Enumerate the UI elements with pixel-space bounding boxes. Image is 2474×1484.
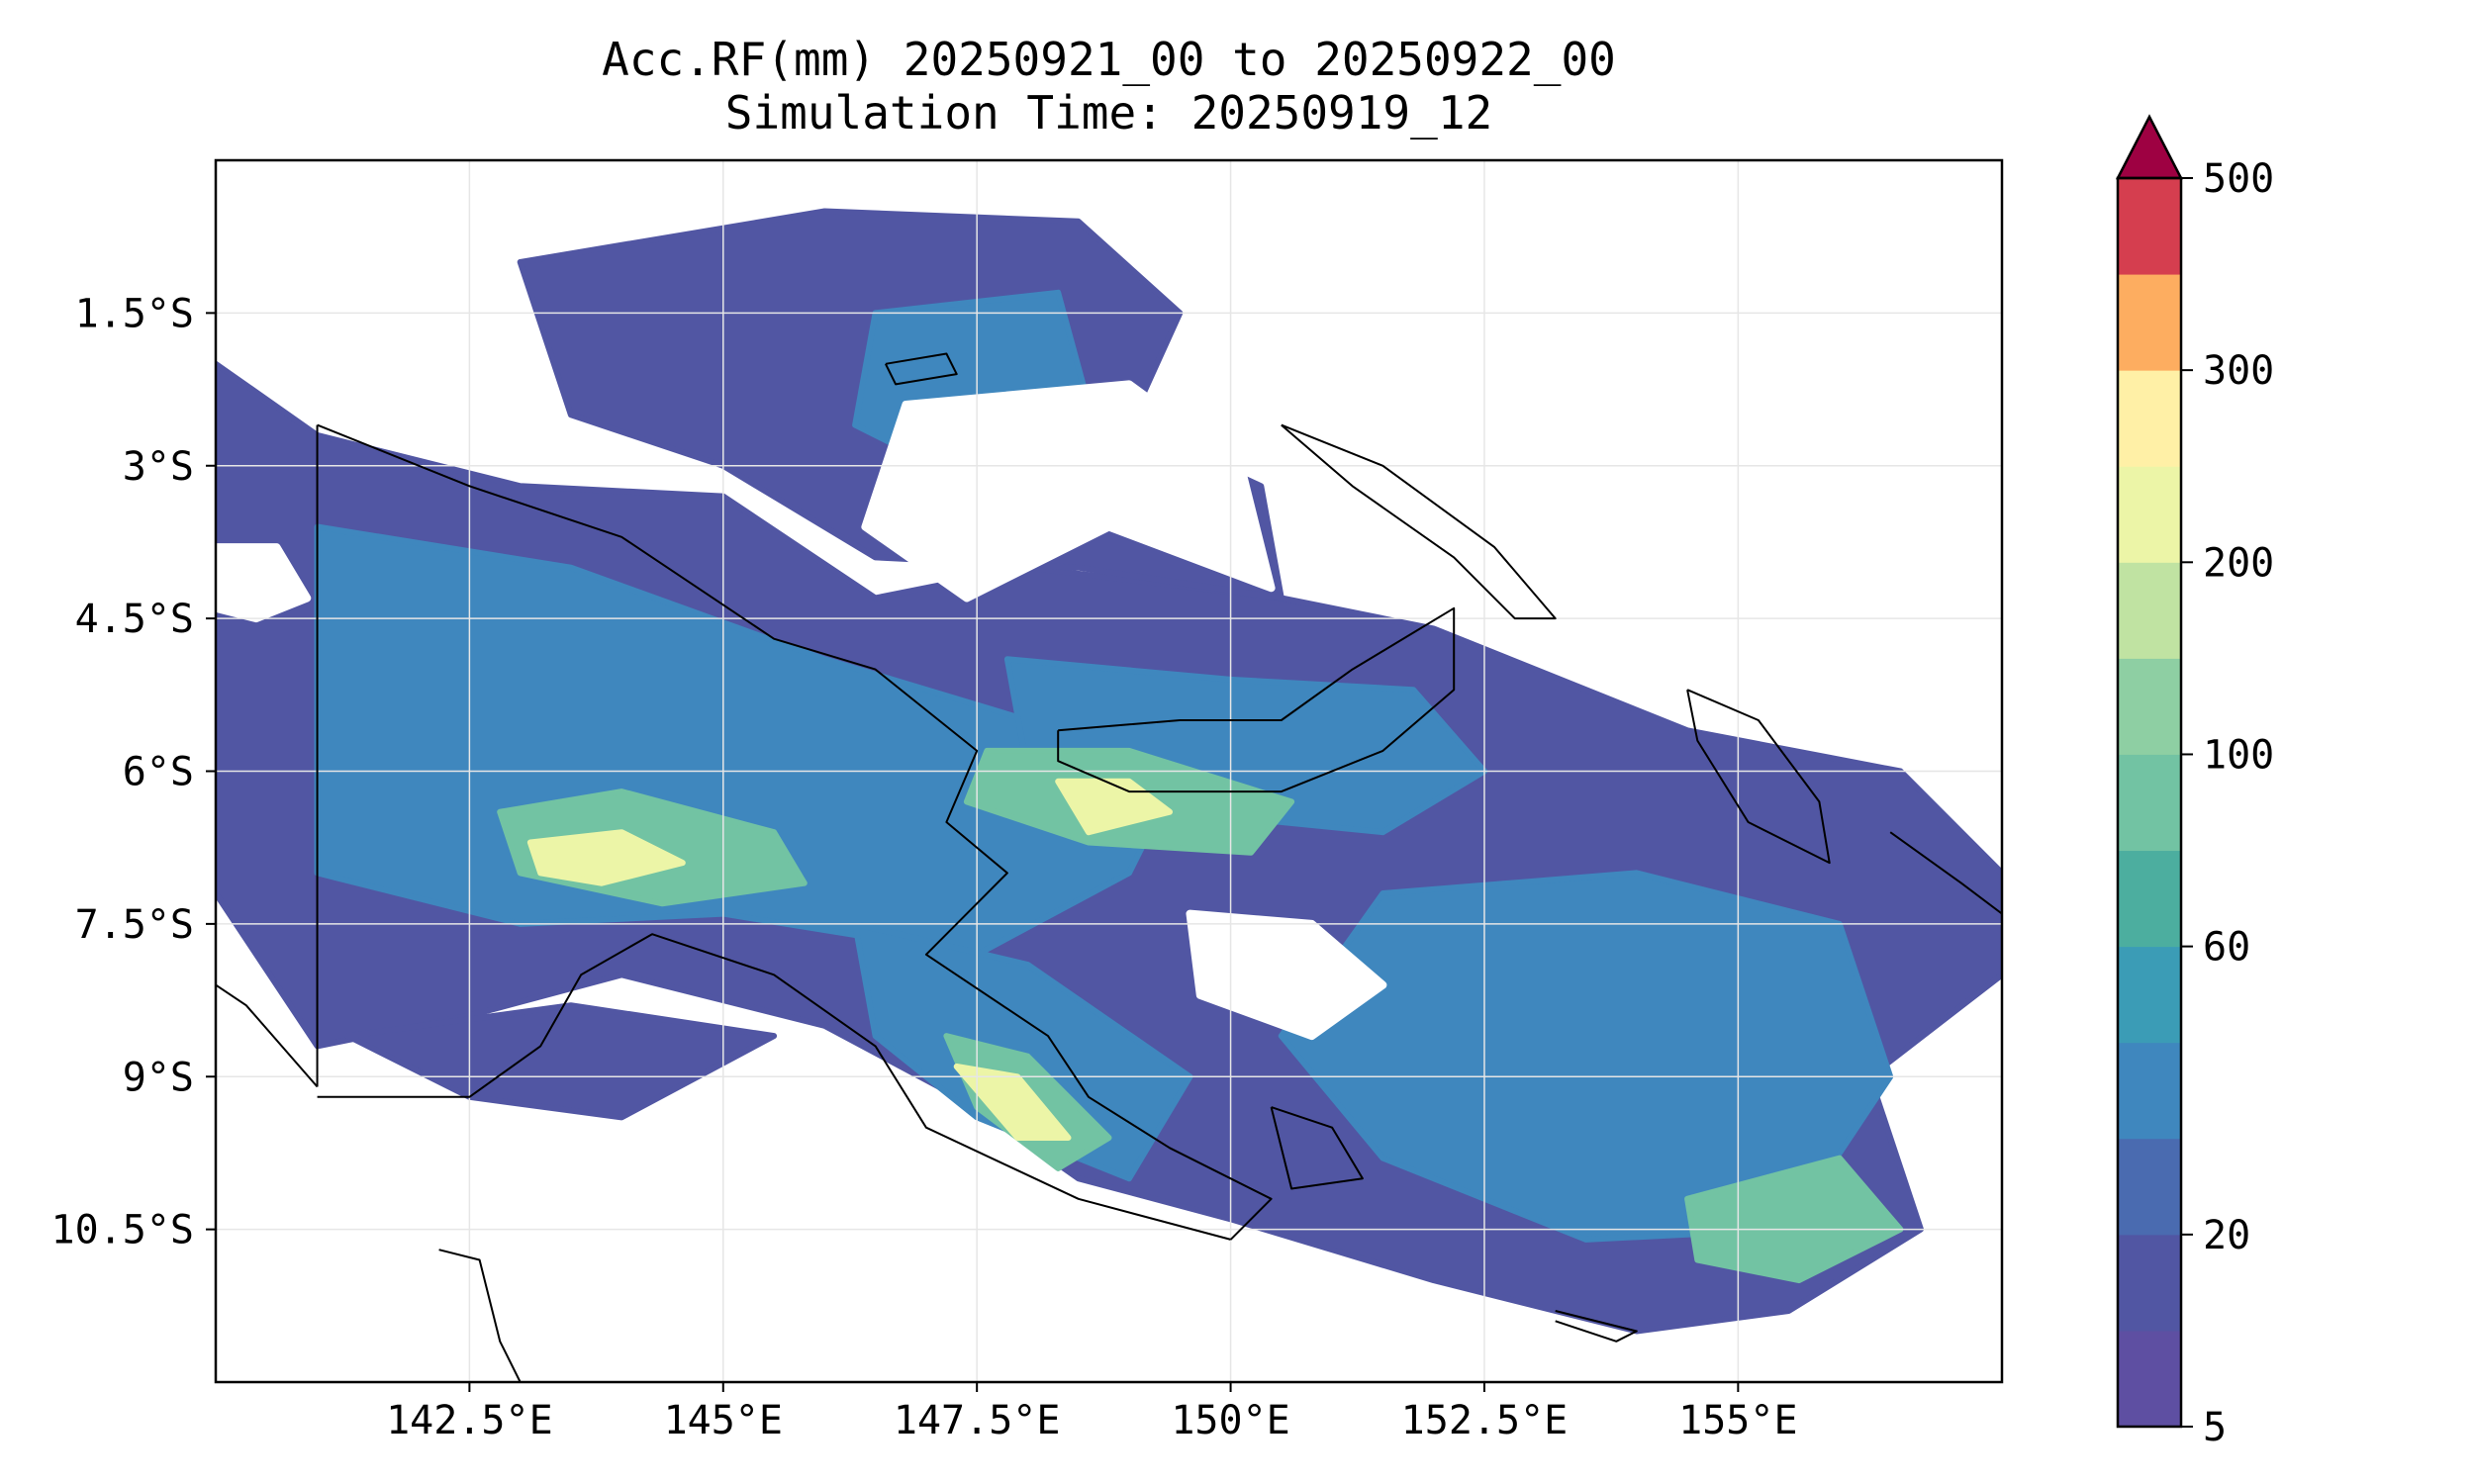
coastline-new-guinea-north-coast — [317, 423, 1273, 1241]
colorbar-segment — [2118, 658, 2181, 755]
colorbar-tick-label: 5 — [2203, 1405, 2227, 1450]
coastline-cape-york — [438, 1249, 522, 1382]
lat-tick-label: 6°S — [123, 750, 194, 795]
rain-region-highlands-max — [526, 829, 686, 886]
colorbar-segment — [2118, 1234, 2181, 1332]
rain-region-owen-stanley-max — [953, 1064, 1072, 1141]
lon-tick-label: 155°E — [1678, 1398, 1797, 1443]
lon-tick-label: 150°E — [1171, 1398, 1289, 1443]
colorbar-segment — [2118, 1330, 2181, 1428]
colorbar-segment — [2118, 946, 2181, 1044]
coastline-new-guinea-south-coast — [317, 933, 1231, 1241]
colorbar-tick-label: 500 — [2203, 156, 2274, 202]
coastline-west-papua-south-coast — [216, 983, 319, 1088]
lat-tick-label: 4.5°S — [75, 597, 194, 642]
colorbar-segment — [2118, 562, 2181, 659]
rain-region-owen-stanley-core — [852, 920, 1193, 1182]
lat-tick-label: 1.5°S — [75, 291, 194, 336]
colorbar-tick-label: 60 — [2203, 925, 2250, 971]
coastlines — [216, 352, 2002, 1382]
coastline-manus — [885, 352, 958, 386]
colorbar-tick-label: 100 — [2203, 732, 2274, 778]
colorbar-segment — [2118, 466, 2181, 563]
colorbar-segment — [2118, 274, 2181, 371]
colorbar-segment — [2118, 1042, 2181, 1140]
lon-tick-label: 147.5°E — [894, 1398, 1061, 1443]
colorbar-segment — [2118, 850, 2181, 948]
longitude-axis: 142.5°E 145°E 147.5°E 150°E 152.5°E 155°E — [386, 1382, 1798, 1443]
colorbar-segment — [2118, 178, 2181, 275]
dry-area-west-gap — [216, 543, 312, 623]
coastline-new-britain — [1057, 606, 1456, 793]
coastline-solomons-north — [1889, 831, 2002, 915]
rainfall-layer — [216, 208, 2002, 1335]
dry-area-coral-sea-gap — [1186, 909, 1387, 1041]
colorbar-segment — [2118, 754, 2181, 852]
colorbar-segment — [2118, 370, 2181, 467]
lat-tick-label: 3°S — [123, 444, 194, 490]
map-subtitle: Simulation Time: 20250919_12 — [724, 86, 1493, 139]
gridlines — [216, 160, 2002, 1382]
colorbar-segment — [2118, 1138, 2181, 1236]
lon-tick-label: 142.5°E — [386, 1398, 553, 1443]
colorbar-tick-label: 300 — [2203, 348, 2274, 394]
lon-tick-label: 152.5°E — [1401, 1398, 1569, 1443]
coastline-new-ireland — [1281, 423, 1557, 620]
colorbar-tick-label: 20 — [2203, 1213, 2250, 1258]
map-title: Acc.RF(mm) 20250921_00 to 20250922_00 — [602, 33, 1616, 86]
lon-tick-label: 145°E — [664, 1398, 783, 1443]
lat-tick-label: 7.5°S — [75, 902, 194, 948]
colorbar-frame — [2116, 176, 2183, 1429]
colorbar-tick-label: 200 — [2203, 540, 2274, 586]
coastline-dentrecasteaux — [1270, 1106, 1364, 1190]
dry-area-bismarck-sea-gap — [861, 380, 1276, 603]
coastline-bougainville — [1686, 689, 1831, 865]
rain-region-southeast-peak — [1684, 1155, 1904, 1284]
lat-tick-label: 9°S — [123, 1055, 194, 1100]
latitude-axis: 1.5°S 3°S 4.5°S 6°S 7.5°S 9°S 10.5°S — [51, 291, 216, 1253]
lat-tick-label: 10.5°S — [51, 1208, 195, 1253]
coastline-louisiade — [1555, 1310, 1638, 1343]
colorbar-extend-arrow — [2115, 114, 2184, 180]
